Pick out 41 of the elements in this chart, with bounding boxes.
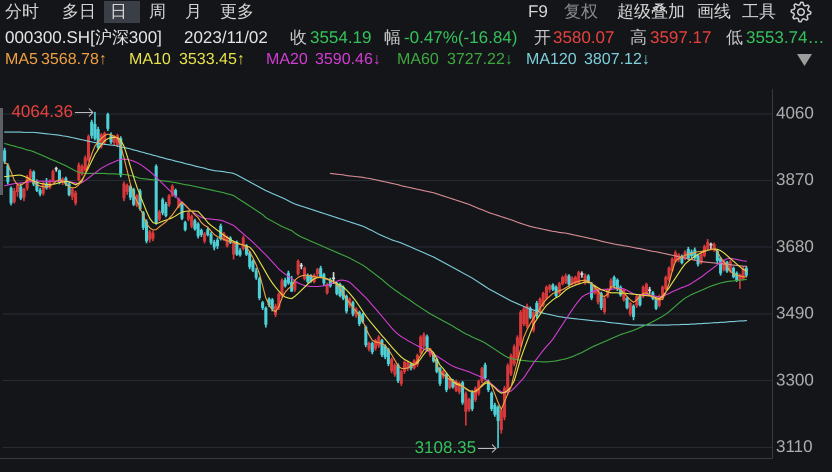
text: 3597.17 (650, 28, 712, 46)
text: 3554.19 (310, 28, 372, 46)
text: 多日 (62, 2, 96, 20)
text: -0.47%(-16.84) (404, 28, 518, 46)
text: MA60 (397, 51, 439, 68)
text: 3553.74… (746, 28, 824, 46)
text: 3533.45↑ (179, 51, 245, 68)
text: F9 (528, 2, 548, 20)
text: MA120 (526, 51, 577, 68)
annotation: 4064.36 (11, 102, 73, 122)
text: MA5 (5, 51, 38, 68)
text: 开 (534, 28, 551, 46)
annotation: 3108.35 (414, 438, 476, 458)
text: 3807.12↓ (584, 51, 650, 68)
y-tick-label: 3680 (776, 236, 814, 256)
text: 收 (290, 28, 307, 46)
text: 工具 (742, 2, 776, 20)
text: 分时 (5, 2, 39, 20)
y-tick-label: 4060 (776, 103, 814, 122)
text: 更多 (220, 2, 254, 20)
y-tick-label: 3110 (776, 436, 813, 456)
y-tick-label: 3300 (776, 370, 814, 390)
y-tick-label: 3870 (776, 170, 814, 190)
text: 画线 (697, 2, 731, 20)
text: 月 (185, 2, 202, 20)
text: 3727.22↓ (447, 51, 513, 68)
text: 3568.78↑ (41, 51, 107, 68)
chart-title: 000300.SH[沪深300] (5, 28, 162, 46)
chart-subtitle: 2023/11/02 (184, 28, 268, 46)
text: 周 (149, 2, 166, 20)
text: 低 (726, 28, 743, 46)
text: 复权 (564, 2, 598, 20)
text: 日 (110, 2, 127, 20)
text: MA10 (129, 51, 171, 68)
text: 3590.46↓ (315, 51, 381, 68)
text: 高 (630, 28, 647, 46)
y-tick-label: 3490 (776, 304, 814, 323)
text: 3580.07 (553, 28, 614, 46)
text: MA20 (266, 51, 308, 68)
text: 幅 (384, 28, 401, 46)
text: 超级叠加 (617, 2, 685, 20)
